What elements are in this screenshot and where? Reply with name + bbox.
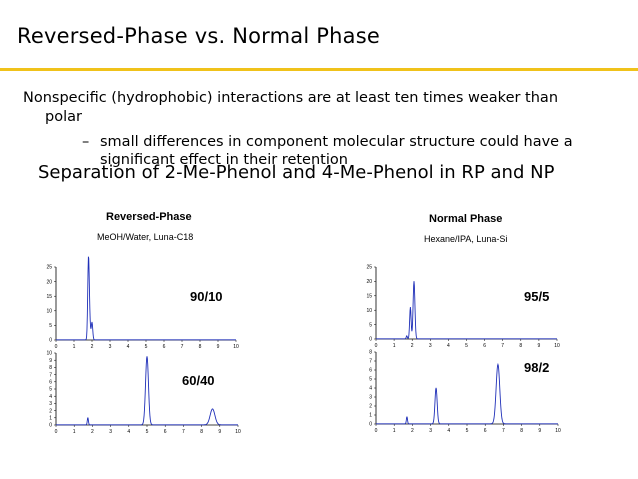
x-tick-label: 8 [520,428,523,434]
x-tick-label: 3 [109,344,112,350]
np-panel-subtitle: Hexane/IPA, Luna-Si [424,234,508,244]
sub-bullet-dash: – [82,134,90,150]
x-tick-label: 6 [164,429,167,435]
sub-bullet-text: small differences in component molecular… [100,134,573,168]
y-tick-label: 2 [369,404,372,410]
y-tick-label: 6 [49,380,52,386]
rp-panel-title: Reversed-Phase [106,211,192,223]
main-bullet-text: Nonspecific (hydrophobic) interactions a… [23,90,559,106]
chromatogram-trace [56,356,238,426]
y-tick-label: 9 [49,358,52,364]
x-tick-label: 2 [411,343,414,349]
x-tick-label: 8 [199,344,202,350]
y-tick-label: 2 [49,408,52,414]
x-tick-label: 3 [429,343,432,349]
x-tick-label: 5 [465,343,468,349]
x-tick-label: 5 [466,428,469,434]
y-tick-label: 5 [49,323,52,329]
y-tick-label: 10 [46,351,52,357]
section-heading: Separation of 2-Me-Phenol and 4-Me-Pheno… [38,162,555,183]
x-tick-label: 2 [91,429,94,435]
x-tick-label: 7 [501,343,504,349]
x-tick-label: 6 [484,428,487,434]
main-bullet-continuation: polar [45,109,82,125]
x-tick-label: 10 [235,429,241,435]
x-tick-label: 8 [200,429,203,435]
y-tick-label: 20 [46,279,52,285]
main-bullet: Nonspecific (hydrophobic) interactions a… [23,89,633,127]
chromatogram-trace [56,256,236,341]
y-tick-label: 10 [366,308,372,314]
x-tick-label: 10 [555,428,561,434]
x-tick-label: 4 [127,429,130,435]
mobile-phase-ratio-label: 95/5 [524,289,549,304]
x-tick-label: 3 [109,429,112,435]
y-tick-label: 5 [369,377,372,383]
y-tick-label: 5 [369,322,372,328]
y-tick-label: 1 [49,416,52,422]
x-tick-label: 3 [429,428,432,434]
y-tick-label: 6 [369,368,372,374]
y-tick-label: 4 [369,386,372,392]
x-tick-label: 4 [447,428,450,434]
x-tick-label: 7 [502,428,505,434]
x-tick-label: 0 [375,428,378,434]
x-tick-label: 1 [73,344,76,350]
y-tick-label: 20 [366,279,372,285]
x-tick-label: 1 [393,428,396,434]
y-tick-label: 25 [46,265,52,271]
y-tick-label: 3 [49,401,52,407]
x-tick-label: 2 [411,428,414,434]
x-tick-label: 9 [217,344,220,350]
y-tick-label: 0 [49,338,52,344]
x-tick-label: 4 [127,344,130,350]
y-tick-label: 25 [366,265,372,271]
chromatogram-trace [376,362,558,425]
x-tick-label: 5 [146,429,149,435]
y-tick-label: 4 [49,394,52,400]
x-tick-label: 0 [55,429,58,435]
y-tick-label: 8 [49,365,52,371]
mobile-phase-ratio-label: 60/40 [182,373,215,388]
y-tick-label: 0 [49,423,52,429]
x-tick-label: 6 [483,343,486,349]
x-tick-label: 7 [181,344,184,350]
title-underline [0,68,638,71]
y-tick-label: 0 [369,422,372,428]
y-tick-label: 15 [366,294,372,300]
y-tick-label: 5 [49,387,52,393]
x-tick-label: 0 [55,344,58,350]
y-tick-label: 3 [369,395,372,401]
y-tick-label: 7 [49,372,52,378]
x-tick-label: 6 [163,344,166,350]
x-tick-label: 7 [182,429,185,435]
y-tick-label: 10 [46,309,52,315]
np-panel-title: Normal Phase [429,213,503,225]
x-tick-label: 5 [145,344,148,350]
x-tick-label: 2 [91,344,94,350]
chromatogram-trace [376,281,557,340]
y-tick-label: 0 [369,337,372,343]
x-tick-label: 1 [73,429,76,435]
x-tick-label: 10 [554,343,560,349]
x-tick-label: 9 [218,429,221,435]
x-tick-label: 4 [447,343,450,349]
x-tick-label: 1 [393,343,396,349]
x-tick-label: 8 [519,343,522,349]
x-tick-label: 0 [375,343,378,349]
y-tick-label: 1 [369,413,372,419]
x-tick-label: 9 [538,428,541,434]
mobile-phase-ratio-label: 90/10 [190,289,223,304]
sub-bullet: – small differences in component molecul… [82,133,635,169]
rp-panel-subtitle: MeOH/Water, Luna-C18 [97,232,194,242]
slide-title: Reversed-Phase vs. Normal Phase [17,24,380,48]
x-tick-label: 10 [233,344,239,350]
mobile-phase-ratio-label: 98/2 [524,360,549,375]
x-tick-label: 9 [538,343,541,349]
y-tick-label: 15 [46,294,52,300]
y-tick-label: 8 [369,350,372,356]
y-tick-label: 7 [369,359,372,365]
